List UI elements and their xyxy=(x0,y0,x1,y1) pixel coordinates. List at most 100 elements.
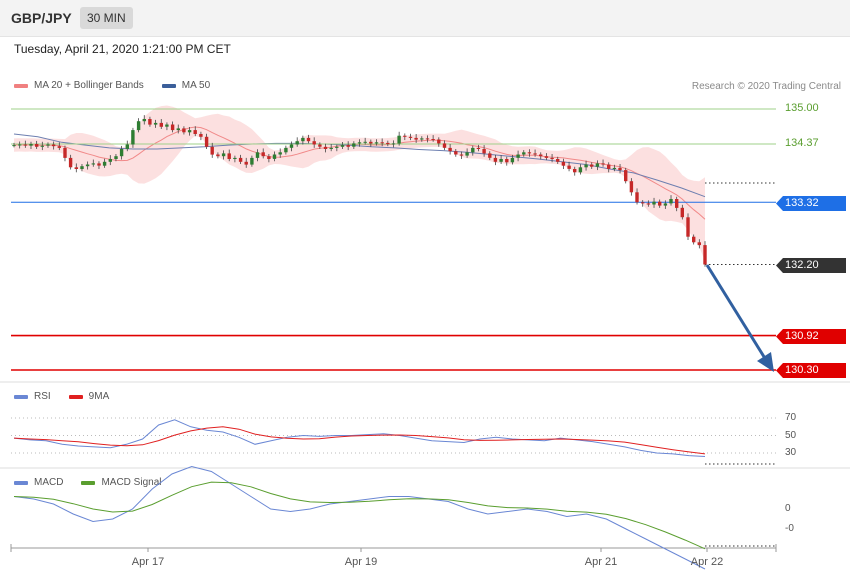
candle-body xyxy=(584,164,588,168)
candle-body xyxy=(295,141,299,145)
candle-body xyxy=(210,146,214,155)
candle-body xyxy=(193,130,197,134)
candle-body xyxy=(499,159,503,162)
candle-body xyxy=(380,142,384,144)
candle-body xyxy=(306,137,311,142)
candle-body xyxy=(68,157,73,168)
candle-body xyxy=(35,144,39,147)
candle-body xyxy=(431,139,435,140)
candle-body xyxy=(289,144,294,148)
candle-body xyxy=(284,147,288,153)
candle-body xyxy=(482,149,486,154)
candle-body xyxy=(91,163,95,165)
candle-body xyxy=(159,122,163,127)
forecast-arrow-line xyxy=(705,264,768,361)
candle-body xyxy=(703,245,707,265)
candle-body xyxy=(119,149,124,157)
candle-body xyxy=(578,167,583,173)
candle-body xyxy=(403,135,407,137)
candle-body xyxy=(18,144,22,146)
candle-body xyxy=(641,202,645,204)
candle-body xyxy=(23,144,27,146)
level-13092-label: 130.92 xyxy=(776,329,846,344)
candle-body xyxy=(74,167,78,169)
candle-body xyxy=(635,192,639,203)
candle-body xyxy=(510,157,515,163)
candle-body xyxy=(573,169,577,173)
candle-body xyxy=(182,128,186,133)
candle-body xyxy=(408,136,413,138)
macd-signal-line xyxy=(13,481,706,550)
legend-rsi: RSI 9MA xyxy=(14,391,109,402)
candle-body xyxy=(680,207,684,218)
macd-signal-legend-label: MACD Signal xyxy=(101,477,162,488)
candle-body xyxy=(57,146,61,148)
candle-body xyxy=(278,152,282,155)
candle-body xyxy=(505,159,509,163)
research-credit: Research © 2020 Trading Central xyxy=(691,81,841,92)
candle-body xyxy=(267,156,271,159)
candle-body xyxy=(391,143,396,145)
candle-body xyxy=(437,139,441,144)
candle-body xyxy=(261,152,265,157)
candle-body xyxy=(539,154,543,157)
candle-body xyxy=(165,124,169,127)
candle-body xyxy=(459,154,464,156)
candle-body xyxy=(199,134,203,137)
forecast-arrow-head xyxy=(757,352,774,372)
x-tick-apr17: Apr 17 xyxy=(131,556,165,568)
candle-body xyxy=(148,119,152,125)
candle-body xyxy=(658,201,662,206)
candle-body xyxy=(397,135,401,144)
candle-body xyxy=(238,157,243,162)
candle-body xyxy=(624,170,628,182)
candle-body xyxy=(652,201,656,205)
candle-body xyxy=(386,142,390,144)
candle-body xyxy=(233,157,237,159)
ma50-swatch xyxy=(161,83,176,88)
candle-body xyxy=(352,143,356,147)
candle-body xyxy=(425,138,430,140)
candle-body xyxy=(646,203,651,205)
candle-body xyxy=(80,166,84,169)
timeframe-button[interactable]: 30 MIN xyxy=(80,7,133,29)
candle-body xyxy=(272,154,277,159)
rsi-level-70: 70 xyxy=(785,412,797,423)
candle-body xyxy=(663,203,668,206)
candle-body xyxy=(221,153,226,157)
candle-body xyxy=(488,153,492,158)
rsi-ma-swatch xyxy=(68,394,83,399)
candle-body xyxy=(301,137,305,142)
ma50-legend-label: MA 50 xyxy=(181,80,211,91)
candle-body xyxy=(142,119,146,122)
candle-body xyxy=(697,242,701,246)
candle-body xyxy=(102,161,107,166)
candle-body xyxy=(340,145,345,147)
candle-body xyxy=(187,130,192,133)
candle-body xyxy=(114,156,118,159)
level-13332-label: 133.32 xyxy=(776,196,846,211)
x-tick-apr22: Apr 22 xyxy=(690,556,724,568)
ma20-legend-label: MA 20 + Bollinger Bands xyxy=(34,80,144,91)
candle-body xyxy=(136,121,141,131)
candle-body xyxy=(567,165,571,169)
instrument-title: GBP/JPY xyxy=(11,10,72,26)
rsi-ma-line xyxy=(13,426,706,455)
candle-body xyxy=(85,164,90,167)
bollinger-band xyxy=(14,105,705,262)
candle-body xyxy=(312,141,316,145)
candle-body xyxy=(533,153,537,155)
candle-body xyxy=(471,147,475,153)
candle-body xyxy=(125,144,129,149)
current-price-label: 132.20 xyxy=(776,258,846,273)
candle-body xyxy=(556,159,560,162)
candle-body xyxy=(176,128,180,131)
candle-body xyxy=(612,167,617,169)
candle-body xyxy=(420,138,424,140)
candle-body xyxy=(675,199,679,208)
candle-body xyxy=(335,146,339,148)
rsi-ma-legend-label: 9MA xyxy=(88,391,110,402)
candle-body xyxy=(692,236,696,243)
macd-signal-swatch xyxy=(81,480,96,485)
candle-body xyxy=(108,159,112,162)
